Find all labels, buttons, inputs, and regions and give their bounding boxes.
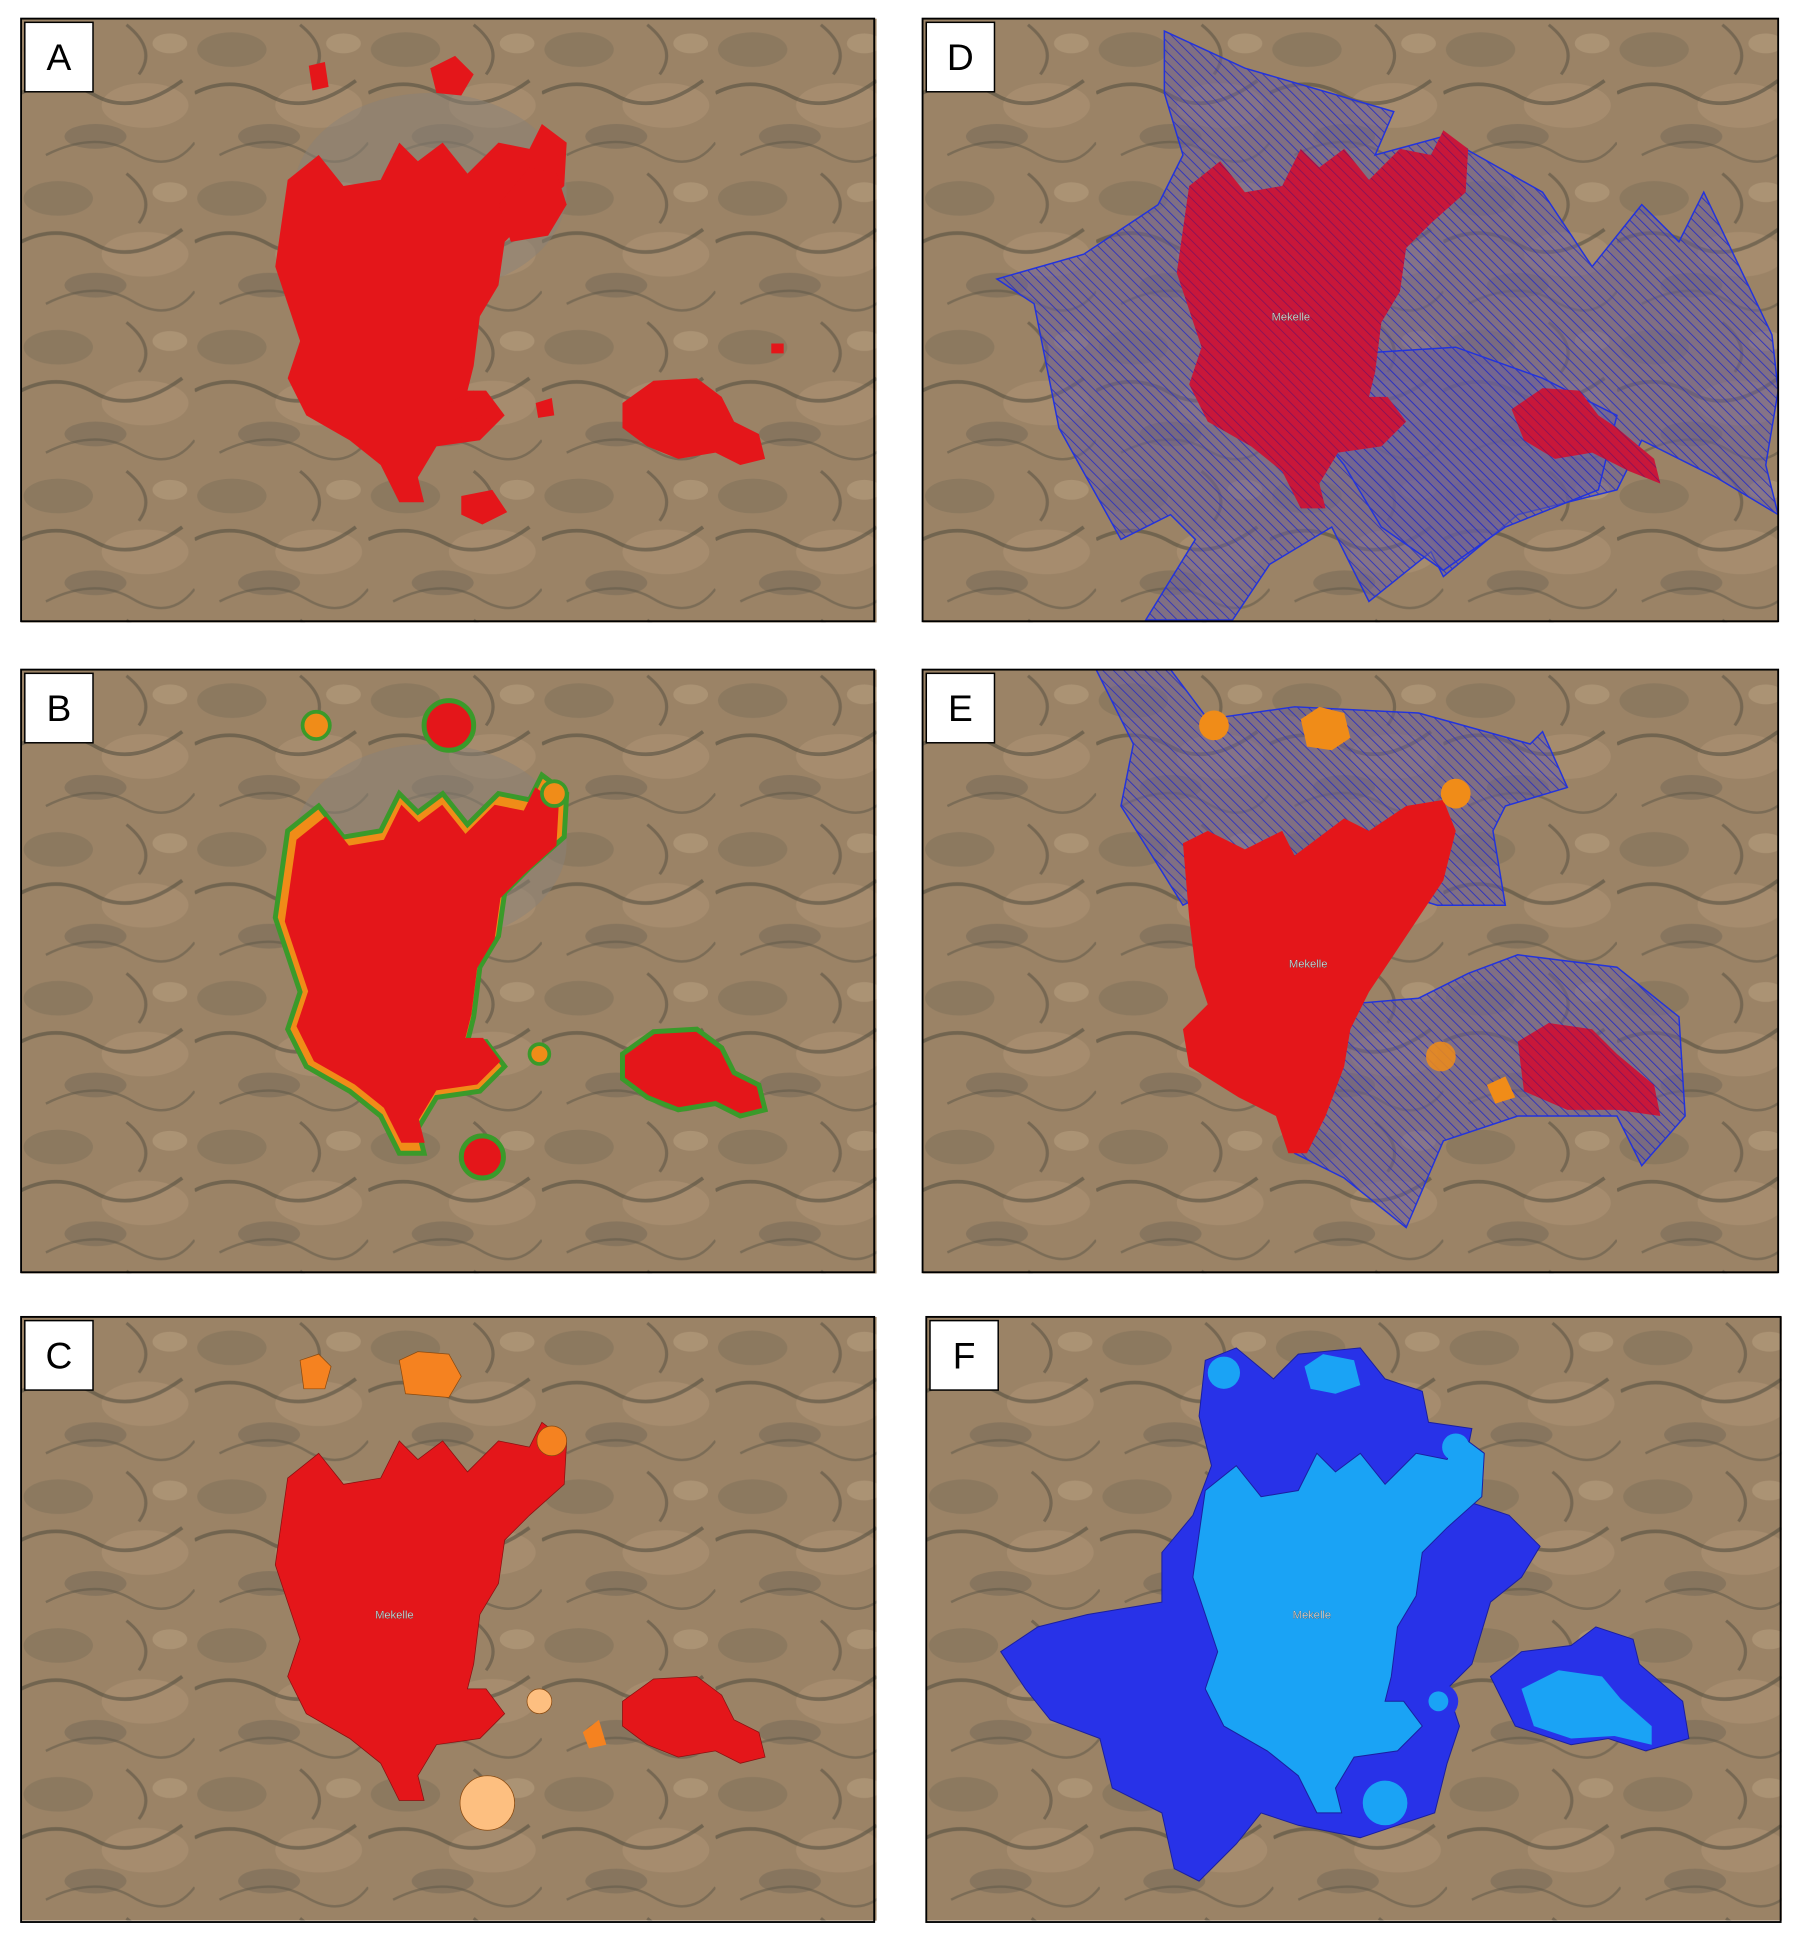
built-up-area — [771, 343, 784, 354]
label-box — [929, 1319, 999, 1391]
core-extent — [1521, 1670, 1652, 1745]
panel-a: A — [20, 17, 877, 623]
label-box — [24, 672, 94, 744]
minor-area — [526, 1688, 553, 1715]
secondary-area — [582, 1719, 607, 1749]
secondary-area — [536, 1425, 568, 1457]
built-up-area — [1511, 388, 1661, 484]
secondary-area — [1486, 1076, 1516, 1104]
panel-border — [20, 17, 876, 623]
core-extent — [1207, 1356, 1240, 1389]
built-up-area — [458, 1133, 506, 1181]
panel-border — [20, 668, 876, 1274]
built-up-area — [1182, 799, 1456, 1154]
secondary-area — [299, 1353, 332, 1390]
core-extent — [1428, 1691, 1449, 1712]
place-label: Mekelle — [1293, 1610, 1331, 1622]
minor-area — [459, 1775, 515, 1831]
panel-e: Mekelle E — [921, 668, 1780, 1274]
label-box — [24, 21, 94, 93]
built-up-area — [535, 398, 555, 418]
panel-c: Mekelle C — [20, 1315, 877, 1923]
core-extent — [1362, 1780, 1408, 1826]
panel-border — [921, 668, 1780, 1274]
panel-border — [921, 17, 1780, 623]
buffer-zone — [540, 779, 569, 808]
secondary-area — [1300, 706, 1351, 751]
place-label: Mekelle — [1272, 311, 1310, 323]
place-label: Mekelle — [375, 1610, 413, 1622]
built-up-area — [448, 390, 487, 428]
panel-f: Mekelle F — [925, 1315, 1782, 1923]
secondary-area — [398, 1351, 462, 1398]
panel-border — [925, 1315, 1782, 1923]
panel-b: B — [20, 668, 877, 1274]
core-extent — [1304, 1354, 1361, 1394]
built-up-area — [430, 55, 474, 96]
built-up-area — [421, 698, 477, 753]
panel-label: F — [953, 1334, 976, 1376]
panel-label: E — [948, 687, 973, 729]
label-box — [24, 1319, 94, 1391]
panel-label: C — [45, 1334, 72, 1376]
label-box — [925, 21, 996, 93]
panel-label: B — [46, 687, 71, 729]
panel-d: Mekelle D — [921, 17, 1780, 623]
secondary-area — [1199, 710, 1229, 741]
built-up-area — [308, 62, 329, 91]
secondary-area — [1440, 778, 1471, 809]
label-box — [925, 672, 996, 744]
buffer-zone — [300, 709, 332, 741]
secondary-area — [1426, 1041, 1456, 1072]
panel-label: A — [46, 36, 71, 78]
panel-border — [20, 1315, 876, 1923]
built-up-area — [461, 489, 508, 525]
panel-label: D — [947, 36, 974, 78]
built-up-area — [498, 167, 567, 242]
buffer-zone — [527, 1042, 552, 1066]
hatched-zone — [1281, 954, 1686, 1229]
core-extent — [1442, 1433, 1470, 1461]
built-up-area — [1517, 1023, 1661, 1117]
place-label: Mekelle — [1289, 959, 1327, 971]
